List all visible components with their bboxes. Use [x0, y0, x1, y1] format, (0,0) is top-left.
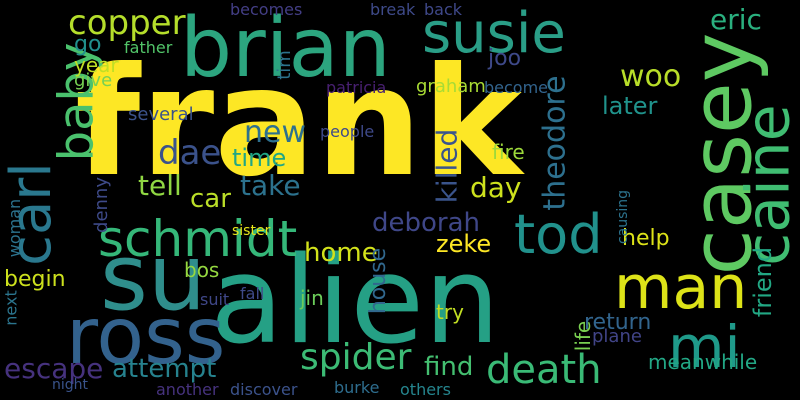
word-ross: ross [66, 292, 226, 382]
word-copper: copper [68, 3, 186, 43]
word-discover: discover [230, 380, 298, 399]
word-attempt: attempt [112, 354, 217, 384]
word-alien: alien [210, 232, 501, 371]
word-begin: begin [4, 267, 66, 292]
word-eric: eric [710, 3, 762, 36]
word-plane: plane [592, 326, 642, 347]
word-deborah: deborah [372, 208, 481, 238]
word-another: another [156, 380, 219, 399]
word-becomes: becomes [230, 0, 303, 19]
word-mi: mi [668, 313, 741, 381]
word-denny: denny [90, 177, 112, 233]
word-fire: fire [492, 140, 525, 164]
word-break: break [370, 0, 416, 19]
word-take: take [240, 169, 301, 202]
word-day: day [470, 171, 522, 204]
word-home: home [304, 238, 378, 268]
word-causing: causing [615, 189, 632, 245]
word-next: next [1, 290, 21, 326]
word-go: go [74, 32, 102, 57]
word-house: house [366, 247, 392, 315]
word-father: father [124, 38, 173, 57]
word-new: new [244, 115, 307, 150]
word-dae: dae [158, 133, 222, 173]
word-time: time [232, 144, 287, 172]
word-man: man [614, 253, 748, 323]
word-frank: frank [75, 36, 522, 210]
word-spider: spider [300, 337, 412, 378]
word-susie: susie [422, 1, 566, 66]
word-help: help [622, 226, 670, 251]
word-others: others [400, 380, 451, 399]
word-zeke: zeke [436, 230, 492, 258]
word-tell: tell [138, 169, 182, 202]
word-fall: fall [240, 284, 265, 303]
word-people: people [320, 122, 375, 141]
word-sister: sister [232, 223, 271, 239]
word-schmidt: schmidt [98, 210, 298, 268]
word-jin: jin [300, 286, 324, 310]
word-woo: woo [620, 59, 682, 94]
word-graham: graham [416, 76, 486, 97]
word-meanwhile: meanwhile [648, 350, 758, 374]
word-brian: brian [180, 1, 391, 96]
word-escape: escape [4, 352, 104, 385]
word-tim: tim [273, 50, 295, 80]
word-death: death [486, 347, 602, 393]
word-joo: joo [488, 46, 522, 71]
word-woman: woman [5, 198, 25, 258]
word-burke: burke [334, 378, 380, 397]
word-year: year [74, 53, 119, 77]
word-several: several [128, 104, 194, 125]
word-back: back [424, 0, 463, 19]
word-life: life [571, 320, 596, 352]
word-tod: tod [514, 203, 603, 266]
word-caine: caine [733, 104, 800, 266]
word-su: su [100, 224, 207, 331]
word-later: later [602, 92, 658, 120]
word-suit: suit [200, 290, 230, 309]
word-give: give [74, 70, 113, 91]
word-friend: friend [749, 246, 778, 318]
word-bos: bos [184, 258, 220, 282]
word-night: night [52, 377, 89, 393]
word-become: become [484, 78, 549, 97]
word-car: car [190, 184, 231, 214]
word-killed: killed [430, 128, 464, 204]
word-try: try [436, 300, 464, 324]
word-find: find [424, 352, 474, 382]
word-patricia: patricia [326, 78, 387, 97]
word-return: return [584, 310, 652, 335]
